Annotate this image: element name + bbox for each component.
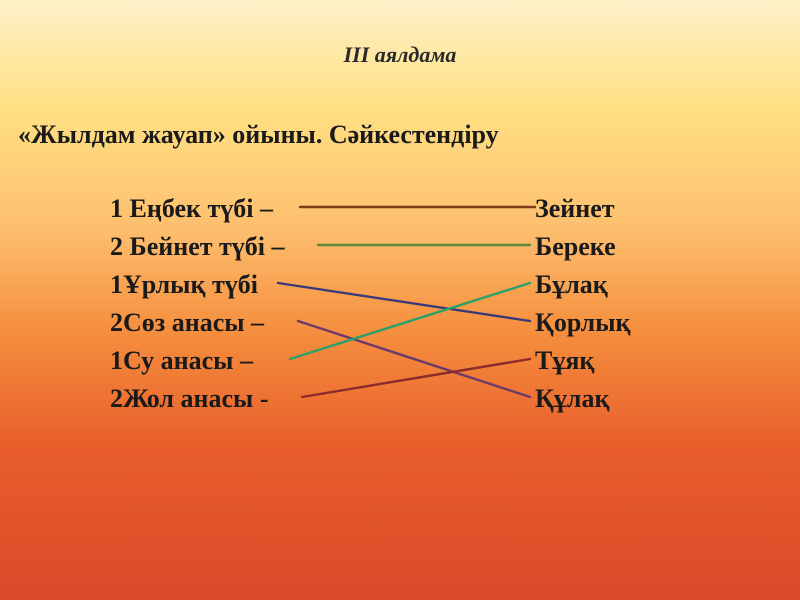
list-item: Зейнет [535,190,631,228]
left-column: 1 Еңбек түбі – 2 Бейнет түбі – 1Ұрлық тү… [110,190,285,418]
right-column: Зейнет Береке Бұлақ Қорлық Тұяқ Құлақ [535,190,631,418]
list-item: 2Сөз анасы – [110,304,285,342]
list-item: 1Су анасы – [110,342,285,380]
match-line [290,283,530,359]
list-item: Тұяқ [535,342,631,380]
list-item: Береке [535,228,631,266]
list-item: Бұлақ [535,266,631,304]
slide-subtitle: «Жылдам жауап» ойыны. Сәйкестендіру [18,120,499,150]
list-item: 1Ұрлық түбі [110,266,285,304]
slide-title: ІІІ аялдама [0,42,800,68]
match-line [278,283,530,321]
list-item: 2 Бейнет түбі – [110,228,285,266]
list-item: Қорлық [535,304,631,342]
list-item: 2Жол анасы - [110,380,285,418]
list-item: Құлақ [535,380,631,418]
match-line [298,321,530,397]
list-item: 1 Еңбек түбі – [110,190,285,228]
slide: ІІІ аялдама «Жылдам жауап» ойыны. Сәйкес… [0,0,800,600]
match-line [302,359,530,397]
